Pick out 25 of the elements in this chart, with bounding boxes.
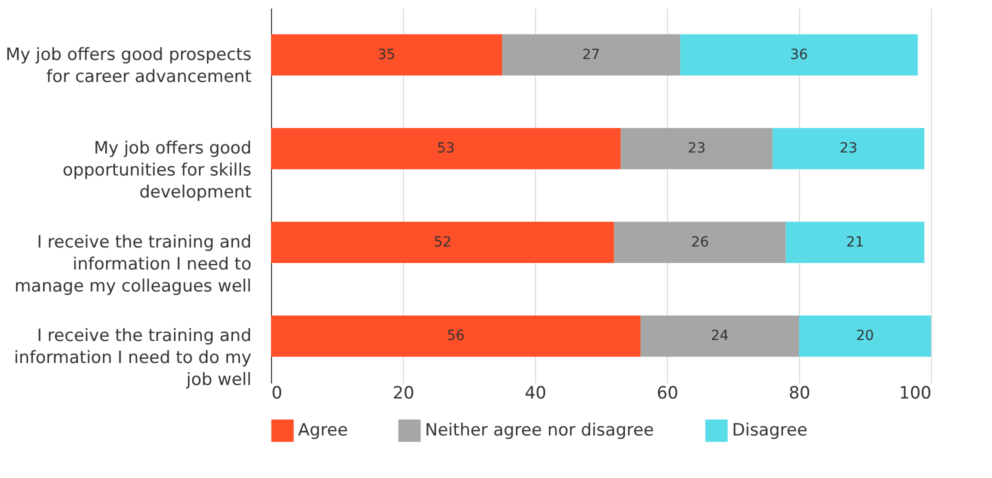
data-label: 35 — [378, 46, 396, 63]
legend-label: Agree — [298, 420, 348, 441]
legend-label: Disagree — [732, 420, 808, 441]
x-tick-label: 0 — [272, 384, 282, 404]
data-label: 36 — [790, 46, 808, 63]
data-label: 53 — [436, 140, 455, 157]
x-tick-label: 100 — [899, 384, 932, 404]
y-tick-label: My job offers good prospects for career advancement — [6, 44, 252, 87]
x-tick-label: 80 — [788, 384, 810, 404]
data-label: 56 — [446, 328, 465, 344]
data-label: 20 — [856, 328, 874, 344]
y-tick-label: I receive the training and information I need to do my job well — [14, 326, 252, 390]
data-label: 23 — [840, 140, 858, 157]
x-tick-label: 20 — [392, 384, 414, 404]
data-label: 27 — [582, 46, 600, 63]
data-label: 23 — [688, 140, 706, 157]
x-tick-label: 60 — [656, 384, 678, 404]
data-label: 52 — [434, 234, 452, 250]
y-tick-label: I receive the training and information I need to manage my colleagues well — [14, 232, 252, 296]
legend-label: Neither agree nor disagree — [425, 420, 654, 441]
data-label: 26 — [691, 234, 709, 250]
data-label: 24 — [710, 328, 729, 344]
x-tick-label: 40 — [524, 384, 546, 404]
y-tick-label: My job offers good opportunities for skills development — [62, 138, 252, 203]
data-label: 21 — [846, 234, 864, 250]
